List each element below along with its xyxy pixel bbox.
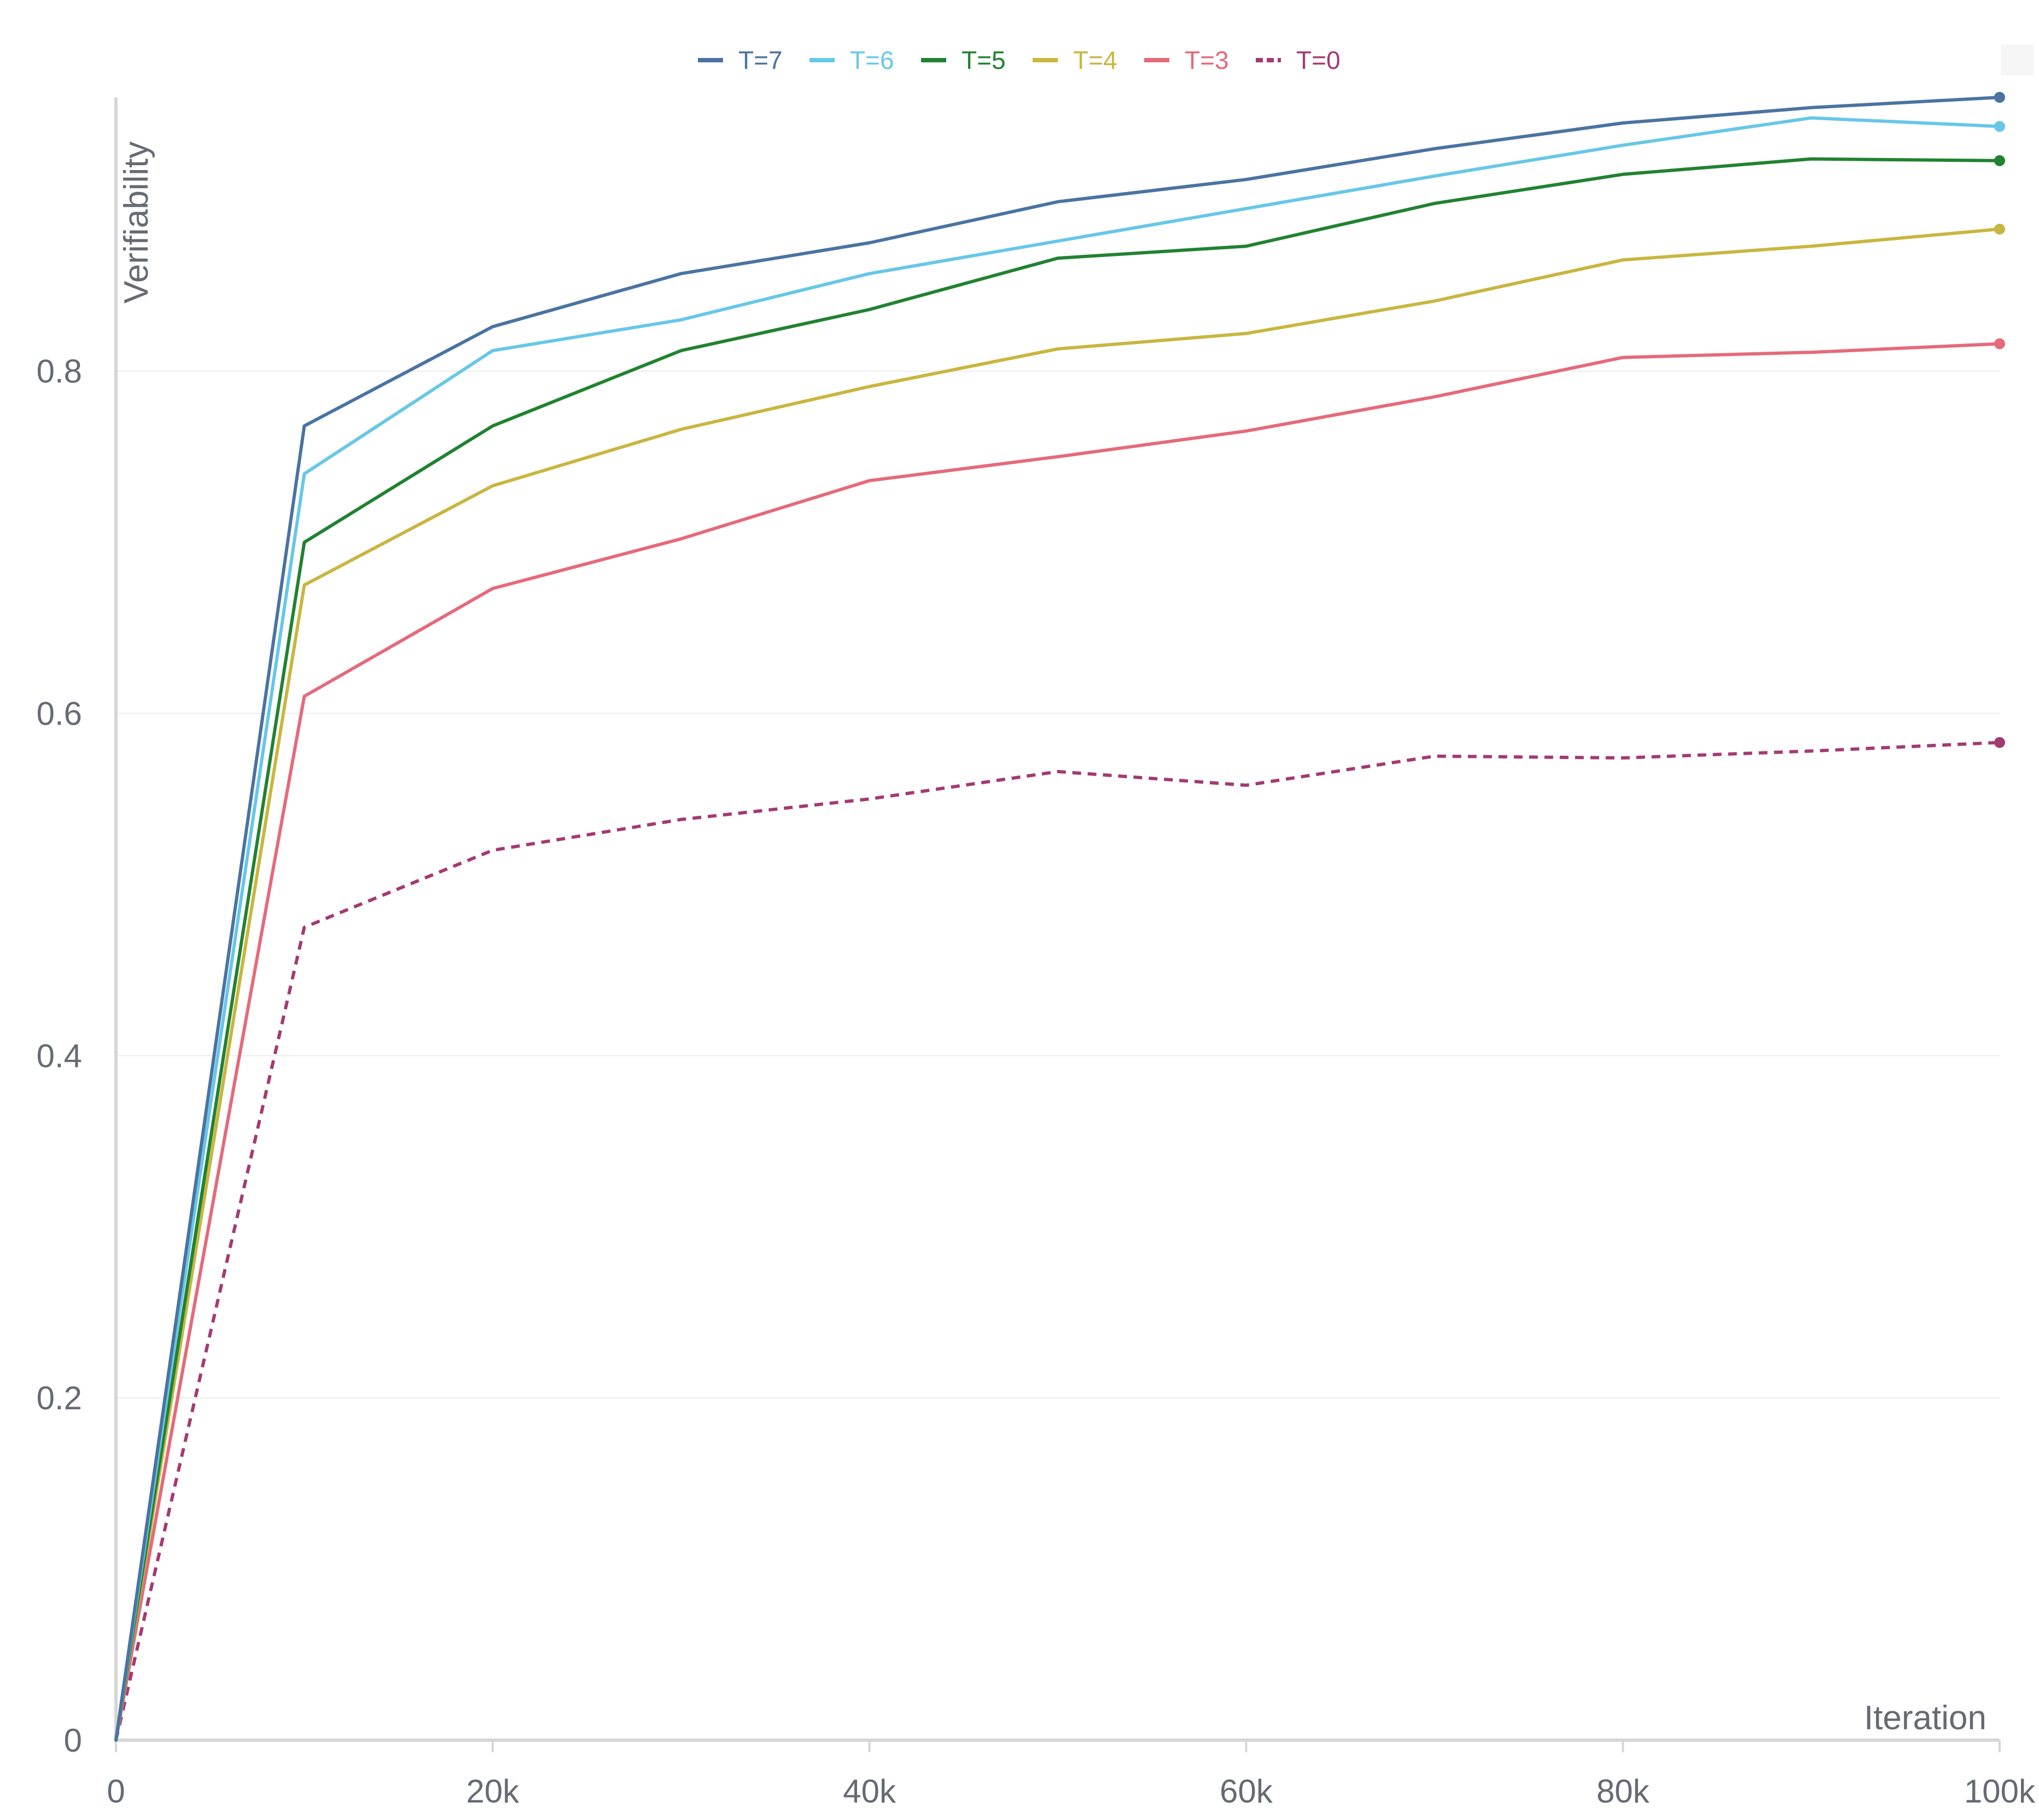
x-axis-title: Iteration — [1864, 1699, 1986, 1737]
series-end-point-T4 — [1994, 223, 2005, 235]
series-line-T0 — [114, 740, 2000, 1741]
legend-item-T5[interactable]: T=5 — [921, 46, 1006, 74]
y-axis-title: Verifiability — [118, 142, 155, 304]
y-tick-label: 0.8 — [37, 353, 82, 390]
y-tick-label: 0.2 — [37, 1380, 82, 1416]
legend-item-T4[interactable]: T=4 — [1033, 46, 1117, 74]
legend-item-T7[interactable]: T=7 — [698, 46, 783, 74]
grid-lines — [116, 370, 2000, 1399]
x-tick-label: 40k — [843, 1773, 896, 1810]
legend-label: T=5 — [962, 46, 1006, 74]
legend-item-T0[interactable]: T=0 — [1256, 46, 1341, 74]
axes: 0 0.2 0.4 0.6 0.8 0 20k 40k 60k 80k 100k — [37, 97, 2036, 1810]
series-lines — [114, 92, 2005, 1742]
series-line-T6 — [114, 116, 2001, 1742]
y-tick-label: 0.4 — [37, 1037, 82, 1074]
toolbar-button[interactable] — [2001, 45, 2034, 75]
legend-label: T=0 — [1296, 46, 1341, 74]
y-tick-label: 0 — [64, 1722, 82, 1759]
series-end-point-T0 — [1994, 737, 2005, 748]
legend-label: T=4 — [1073, 46, 1117, 74]
x-tick-label: 0 — [107, 1773, 125, 1810]
series-line-T5 — [114, 157, 2001, 1742]
legend-label: T=6 — [850, 46, 894, 74]
series-line-T3 — [114, 342, 2001, 1742]
legend-item-T6[interactable]: T=6 — [809, 46, 894, 74]
legend[interactable]: T=7 T=6 T=5 T=4 T=3 T=0 — [698, 46, 1341, 74]
series-end-point-T7 — [1994, 92, 2005, 103]
x-tick-label: 100k — [1964, 1773, 2036, 1810]
legend-item-T3[interactable]: T=3 — [1144, 46, 1229, 74]
series-end-point-T3 — [1994, 338, 2005, 349]
series-end-point-T6 — [1994, 121, 2005, 132]
series-line-T4 — [114, 227, 2001, 1742]
x-tick-label: 80k — [1597, 1773, 1650, 1810]
series-line-T7 — [114, 96, 2001, 1742]
x-tick-label: 20k — [466, 1773, 520, 1810]
legend-label: T=7 — [738, 46, 783, 74]
series-end-point-T5 — [1994, 155, 2005, 166]
x-tick-label: 60k — [1220, 1773, 1273, 1810]
legend-label: T=3 — [1185, 46, 1229, 74]
y-tick-label: 0.6 — [37, 696, 82, 732]
